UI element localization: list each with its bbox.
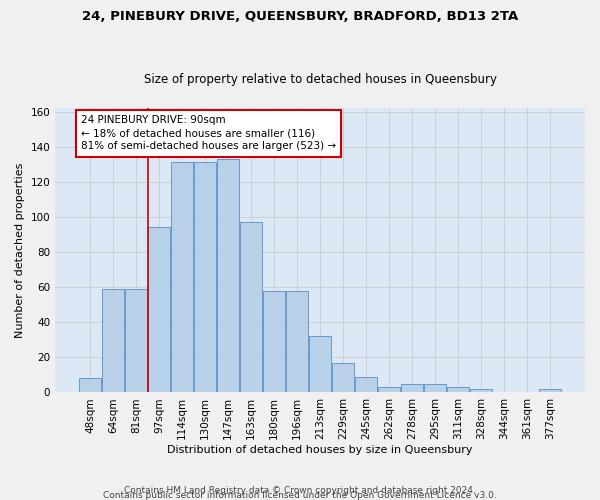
- Bar: [263, 290, 285, 392]
- Bar: [470, 389, 492, 392]
- Text: Contains HM Land Registry data © Crown copyright and database right 2024.: Contains HM Land Registry data © Crown c…: [124, 486, 476, 495]
- Text: 24, PINEBURY DRIVE, QUEENSBURY, BRADFORD, BD13 2TA: 24, PINEBURY DRIVE, QUEENSBURY, BRADFORD…: [82, 10, 518, 23]
- Bar: [194, 162, 216, 392]
- Bar: [102, 289, 124, 393]
- Bar: [378, 387, 400, 392]
- Bar: [309, 336, 331, 392]
- Bar: [424, 384, 446, 392]
- Bar: [447, 387, 469, 392]
- Bar: [240, 222, 262, 392]
- Y-axis label: Number of detached properties: Number of detached properties: [15, 162, 25, 338]
- Bar: [286, 290, 308, 392]
- Bar: [148, 228, 170, 392]
- Bar: [332, 362, 354, 392]
- X-axis label: Distribution of detached houses by size in Queensbury: Distribution of detached houses by size …: [167, 445, 473, 455]
- Bar: [79, 378, 101, 392]
- Title: Size of property relative to detached houses in Queensbury: Size of property relative to detached ho…: [143, 73, 497, 86]
- Bar: [355, 376, 377, 392]
- Bar: [401, 384, 423, 392]
- Bar: [125, 289, 147, 393]
- Text: Contains public sector information licensed under the Open Government Licence v3: Contains public sector information licen…: [103, 491, 497, 500]
- Bar: [171, 162, 193, 392]
- Bar: [539, 389, 561, 392]
- Bar: [217, 159, 239, 392]
- Text: 24 PINEBURY DRIVE: 90sqm
← 18% of detached houses are smaller (116)
81% of semi-: 24 PINEBURY DRIVE: 90sqm ← 18% of detach…: [81, 115, 336, 152]
